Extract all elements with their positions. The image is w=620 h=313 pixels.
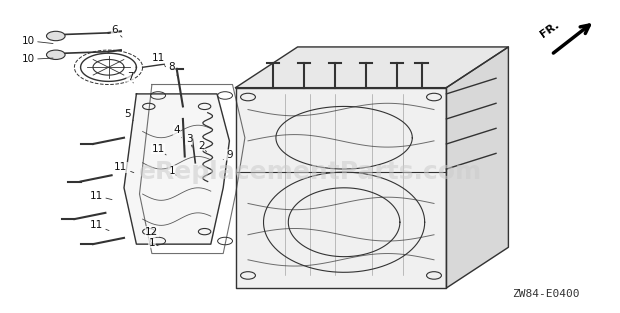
- Polygon shape: [446, 47, 508, 288]
- Text: 11: 11: [89, 191, 112, 201]
- Text: 4: 4: [174, 125, 182, 138]
- Polygon shape: [124, 94, 229, 244]
- Text: 5: 5: [124, 109, 133, 121]
- Text: 12: 12: [145, 227, 159, 237]
- Text: eReplacementParts.com: eReplacementParts.com: [138, 160, 482, 184]
- Text: ZW84-E0400: ZW84-E0400: [512, 289, 579, 299]
- Text: 6: 6: [112, 25, 122, 37]
- Text: 11: 11: [89, 220, 109, 231]
- Text: 11: 11: [151, 53, 166, 67]
- Polygon shape: [236, 47, 508, 88]
- Polygon shape: [236, 88, 446, 288]
- Circle shape: [46, 31, 65, 41]
- Text: 1: 1: [149, 238, 158, 248]
- Text: 8: 8: [169, 62, 177, 75]
- Text: 11: 11: [114, 162, 134, 173]
- Text: FR.: FR.: [538, 20, 560, 40]
- Text: 3: 3: [186, 134, 192, 147]
- Text: 11: 11: [151, 144, 166, 155]
- Text: 7: 7: [127, 72, 133, 83]
- Text: 2: 2: [198, 141, 206, 152]
- Text: 10: 10: [21, 36, 53, 46]
- Text: 1: 1: [169, 166, 176, 176]
- Circle shape: [46, 50, 65, 59]
- Text: 10: 10: [21, 54, 53, 64]
- Text: 9: 9: [223, 150, 232, 160]
